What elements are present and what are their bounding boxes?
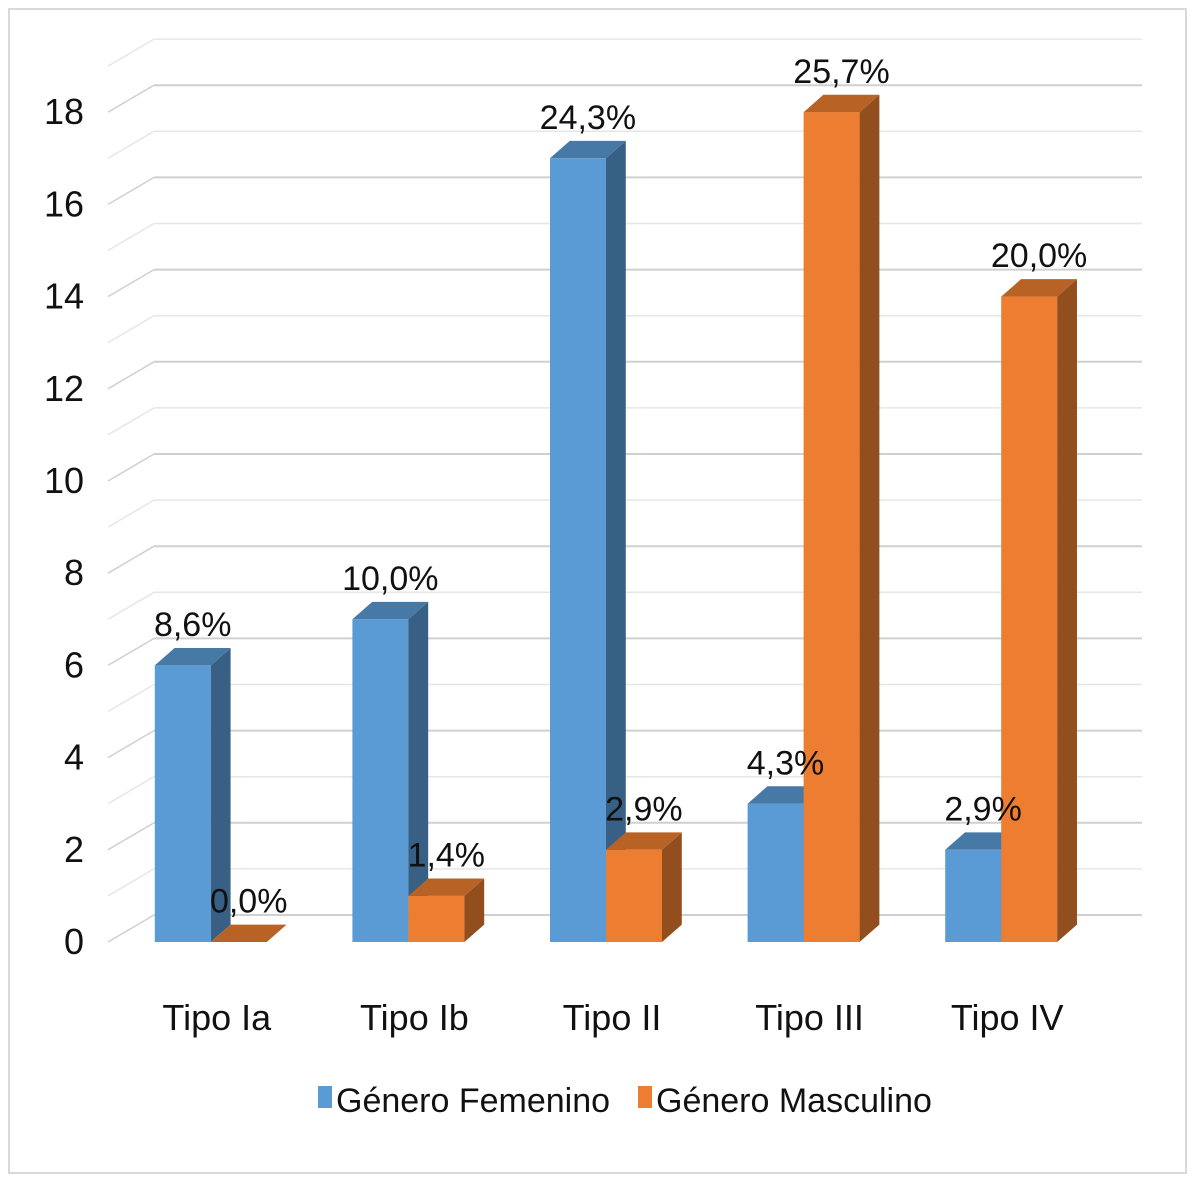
gridline-side <box>107 38 155 67</box>
y-tick-label: 18 <box>44 91 84 132</box>
data-label: 4,3% <box>747 744 825 782</box>
legend-swatch <box>318 1086 332 1108</box>
bar-top <box>352 601 429 620</box>
bar-front <box>154 665 211 942</box>
data-label: 0,0% <box>210 883 288 921</box>
bar-side <box>859 94 880 942</box>
bar-front <box>945 849 1002 942</box>
y-tick-label: 6 <box>64 644 84 685</box>
gridline-side <box>107 591 155 620</box>
bar-femenino <box>352 601 429 942</box>
bar-femenino <box>550 140 626 943</box>
bar-top <box>803 94 880 113</box>
gridline-side <box>107 176 155 206</box>
bar-front <box>550 158 606 943</box>
bar-front <box>606 849 662 942</box>
gridline-side <box>107 315 155 344</box>
bar-masculino <box>803 94 880 942</box>
gridline-side <box>107 361 155 390</box>
bar-femenino <box>154 647 231 942</box>
data-labels: 8,6% 0,0% 10,0% 1,4% 24,3% 2,9% 4,3% 25,7% 2,9% 2… <box>154 53 1087 921</box>
data-label: 8,6% <box>154 606 232 644</box>
bar-front <box>408 895 465 942</box>
data-label: 25,7% <box>793 53 889 91</box>
bar-top <box>1001 279 1077 297</box>
gridline-side <box>107 84 155 113</box>
y-tick-label: 10 <box>44 460 84 501</box>
bar-front <box>1001 296 1058 943</box>
gridline-side <box>107 729 155 759</box>
gridline-side <box>107 914 155 943</box>
bar-top <box>154 647 231 666</box>
gridlines <box>107 38 1142 943</box>
x-category-label: Tipo II <box>563 997 662 1038</box>
bar-side <box>210 647 231 942</box>
bar-masculino <box>606 832 682 942</box>
bar-front <box>352 619 409 942</box>
gridline-side <box>107 499 155 528</box>
gridline-side <box>107 637 155 667</box>
x-category-label: Tipo IV <box>951 997 1064 1038</box>
y-axis-ticks: 0 2 4 6 8 10 12 14 16 18 <box>44 91 84 962</box>
bar-top <box>606 832 682 850</box>
y-tick-label: 2 <box>64 829 84 870</box>
data-label: 10,0% <box>342 560 438 598</box>
data-label: 2,9% <box>605 790 683 828</box>
data-label: 2,9% <box>944 790 1022 828</box>
bar-top <box>408 878 485 896</box>
x-axis-categories: Tipo Ia Tipo Ib Tipo II Tipo III Tipo IV <box>162 997 1063 1038</box>
legend: Género Femenino Género Masculino <box>318 1082 932 1120</box>
gridline-side <box>107 545 155 574</box>
bar-side <box>662 832 682 942</box>
x-category-label: Tipo Ib <box>360 997 469 1038</box>
bar-front <box>803 112 860 942</box>
y-tick-label: 0 <box>64 921 84 962</box>
legend-swatch <box>638 1086 652 1108</box>
gridline-side <box>107 130 155 159</box>
gridline-side <box>107 683 155 713</box>
y-tick-label: 16 <box>44 183 84 224</box>
bar-side <box>408 601 429 942</box>
data-label: 20,0% <box>991 237 1087 275</box>
gridline-side <box>107 268 155 298</box>
data-label: 24,3% <box>540 99 636 137</box>
gridline-side <box>107 222 155 252</box>
bar-side <box>1057 279 1077 942</box>
bar-side <box>464 878 485 942</box>
y-tick-label: 12 <box>44 368 84 409</box>
bar-masculino <box>210 924 287 942</box>
bars <box>154 94 1077 943</box>
y-tick-label: 8 <box>64 552 84 593</box>
bar-masculino <box>1001 279 1077 943</box>
y-tick-label: 4 <box>64 737 84 778</box>
gridline-side <box>107 868 155 897</box>
bar-masculino <box>408 878 485 942</box>
legend-label: Género Femenino <box>336 1082 610 1120</box>
gridline-side <box>107 453 155 482</box>
bar-side <box>606 140 626 942</box>
x-category-label: Tipo III <box>755 997 864 1038</box>
y-tick-label: 14 <box>44 276 84 317</box>
data-label: 1,4% <box>408 836 486 874</box>
legend-label: Género Masculino <box>656 1082 932 1120</box>
x-category-label: Tipo Ia <box>162 997 272 1038</box>
bar-top <box>550 140 626 159</box>
gridline-side <box>107 407 155 436</box>
bar-top <box>210 924 287 942</box>
bar-front <box>747 803 804 942</box>
gridline-side <box>107 776 155 805</box>
gridline-side <box>107 822 155 851</box>
